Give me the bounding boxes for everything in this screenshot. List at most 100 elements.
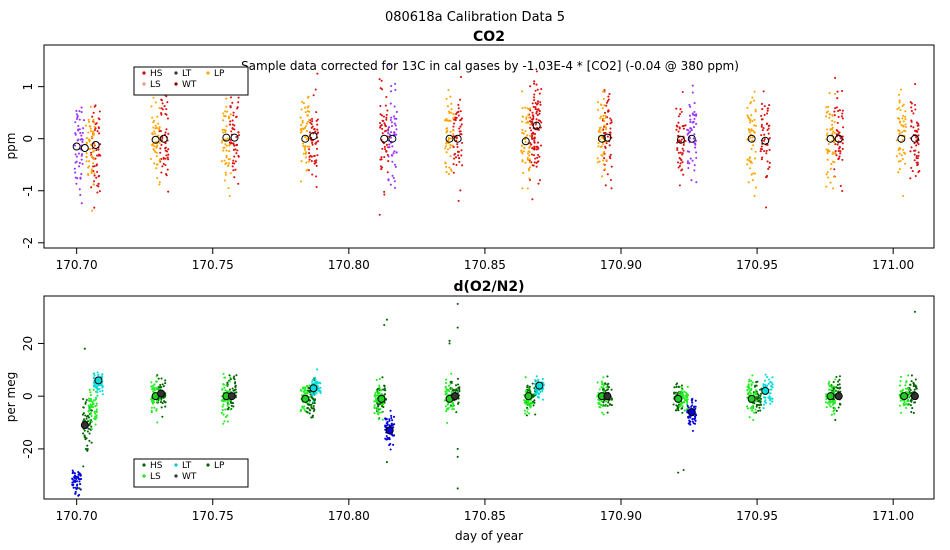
data-point-ls: [223, 386, 226, 389]
data-point-hs: [163, 147, 167, 150]
data-point-hs: [382, 115, 385, 118]
data-point-ls: [389, 183, 392, 186]
data-point-lp: [84, 124, 87, 127]
data-point-lt: [769, 380, 772, 384]
data-point-lt: [311, 394, 314, 397]
data-point-hs: [456, 389, 459, 392]
data-point-hs: [536, 114, 539, 117]
data-point-blue: [390, 414, 393, 417]
data-point-hs: [914, 83, 917, 86]
data-point-ls: [447, 384, 451, 387]
x-tick-label: 170.90: [600, 509, 642, 523]
data-point-ls: [378, 411, 381, 414]
data-point-ls: [375, 394, 378, 397]
data-point-hs: [310, 159, 313, 163]
data-point-blue: [392, 415, 396, 418]
data-point-hs: [229, 96, 233, 99]
legend-label-ls: LS: [150, 80, 161, 90]
mean-marker: [80, 421, 89, 430]
data-point-lp: [753, 118, 756, 121]
data-point-lt: [101, 389, 104, 392]
data-point-lp: [527, 107, 530, 110]
legend-label-lt: LT: [182, 461, 192, 471]
data-point-lp: [748, 131, 751, 134]
data-point-lp: [599, 117, 602, 120]
data-point-hs: [532, 96, 536, 99]
data-point-hs: [313, 399, 316, 402]
data-point-lp: [601, 107, 604, 110]
data-point-hs: [167, 158, 170, 161]
data-point-ls: [451, 408, 454, 411]
data-point-hs: [832, 380, 835, 384]
data-point-ls: [393, 180, 396, 183]
data-point-ls: [452, 402, 455, 406]
data-point-blue: [393, 423, 396, 426]
data-point-ls: [684, 398, 687, 401]
data-point-hs: [535, 118, 538, 121]
data-point-lp: [746, 163, 749, 166]
data-point-hs: [380, 114, 383, 117]
data-point-hs: [610, 404, 613, 407]
data-point-lp: [90, 143, 93, 146]
data-point-lp: [753, 90, 756, 93]
data-point-hs: [235, 374, 238, 377]
data-point-hs: [603, 157, 606, 160]
data-point-blue: [694, 399, 697, 402]
data-point-lp: [158, 127, 161, 130]
data-point-lt: [535, 375, 538, 378]
data-point-ls: [391, 154, 394, 157]
data-point-lp: [754, 110, 757, 113]
data-point-lp: [447, 88, 450, 92]
legend-label-lp: LP: [214, 69, 225, 79]
data-point-ls: [683, 390, 686, 393]
data-point-lp: [902, 148, 905, 151]
data-point-blue: [75, 484, 79, 487]
legend-label-hs: HS: [150, 461, 163, 471]
data-point-lp: [833, 161, 836, 164]
data-point-hs: [841, 89, 844, 93]
data-point-ls: [94, 412, 97, 415]
data-point-lp: [154, 101, 157, 104]
data-point-hs: [164, 157, 167, 160]
data-point-lp: [749, 101, 753, 104]
data-point-ls: [375, 378, 378, 381]
data-point-hs: [837, 380, 840, 383]
data-point-ls: [226, 404, 229, 408]
data-point-hs: [525, 414, 528, 417]
data-point-hs: [607, 401, 610, 404]
data-point-lp: [751, 96, 754, 99]
data-point-lt: [768, 395, 771, 398]
data-point-lp: [299, 128, 302, 131]
x-tick-label: 170.95: [736, 258, 778, 272]
data-point-lp: [158, 183, 161, 186]
data-point-lp: [90, 170, 93, 173]
mean-marker: [445, 134, 454, 143]
data-point-hs: [233, 375, 236, 378]
data-point-lp: [833, 152, 836, 155]
data-point-ls: [78, 128, 81, 131]
x-tick-label: 170.75: [192, 258, 234, 272]
data-point-lp: [304, 111, 307, 114]
data-point-blue: [690, 399, 693, 402]
data-point-hs: [309, 121, 312, 124]
data-point-lp: [901, 131, 904, 134]
data-point-hs: [910, 411, 913, 414]
mean-marker: [897, 134, 906, 143]
data-point-hs: [84, 401, 87, 404]
data-point-lp: [603, 124, 606, 127]
data-point-hs: [457, 402, 460, 405]
data-point-hs: [384, 129, 388, 132]
data-point-hs: [763, 105, 766, 108]
data-point-lp: [747, 128, 750, 131]
data-point-wt: [535, 110, 538, 113]
data-point-blue: [694, 422, 697, 425]
data-point-ls: [446, 407, 449, 410]
data-point-hs: [233, 155, 236, 158]
data-point-blue: [388, 424, 391, 427]
data-point-ls: [833, 392, 836, 395]
data-point-hs: [537, 153, 540, 157]
data-point-hs: [98, 153, 101, 156]
data-point-hs: [760, 102, 763, 105]
data-point-hs: [912, 382, 915, 385]
data-point-lp: [151, 132, 154, 135]
